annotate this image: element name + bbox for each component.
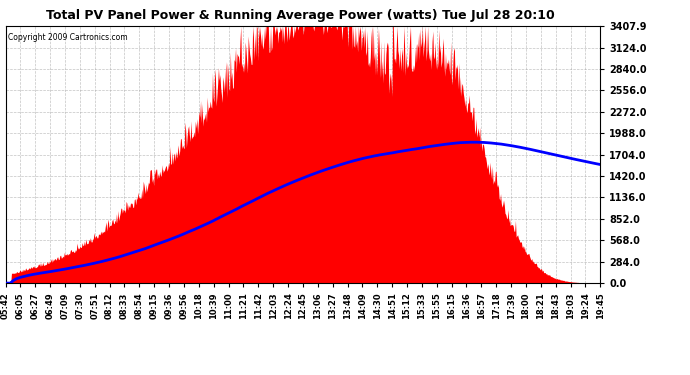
Text: Copyright 2009 Cartronics.com: Copyright 2009 Cartronics.com: [8, 33, 128, 42]
Text: Total PV Panel Power & Running Average Power (watts) Tue Jul 28 20:10: Total PV Panel Power & Running Average P…: [46, 9, 555, 22]
